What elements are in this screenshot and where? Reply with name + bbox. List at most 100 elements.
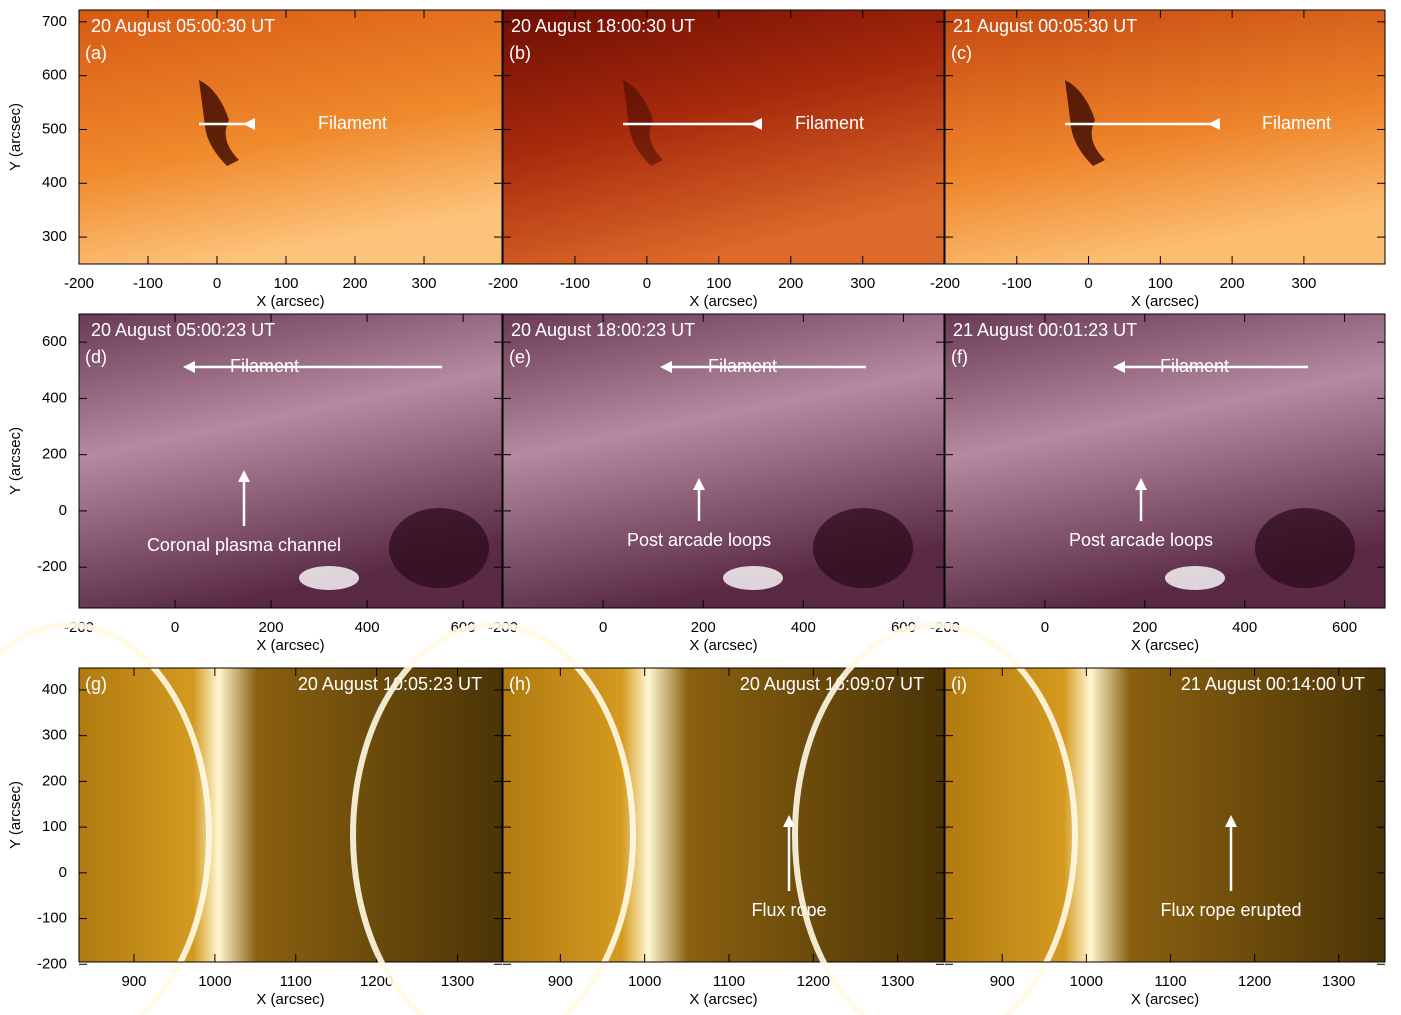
x-tick-label: 100 — [1148, 275, 1173, 292]
bright-region — [1165, 566, 1225, 590]
y-tick-label: -100 — [37, 910, 67, 927]
panel-label: (i) — [951, 674, 967, 694]
timestamp: 20 August 18:00:30 UT — [511, 16, 695, 36]
y-tick-label: 200 — [42, 446, 67, 463]
dark-region — [389, 508, 489, 588]
panel: 20 August 18:00:30 UT (b) Filament -200 -100… — [488, 10, 944, 310]
panel-image — [945, 10, 1385, 264]
panel: 20 August 05:00:23 UT (d) Filament Coronal … — [37, 314, 502, 654]
annotation: Post arcade loops — [1069, 530, 1213, 550]
panel-label: (b) — [509, 43, 531, 63]
x-tick-label: 300 — [850, 275, 875, 292]
x-axis-label: X (arcsec) — [1131, 637, 1199, 654]
x-tick-label: -100 — [133, 275, 163, 292]
annotation: Filament — [1262, 113, 1331, 133]
panel-image — [503, 10, 944, 264]
y-tick-label: 400 — [42, 681, 67, 698]
x-tick-label: 200 — [1132, 619, 1157, 636]
timestamp: 20 August 05:00:23 UT — [91, 320, 275, 340]
panel-image — [79, 10, 502, 264]
panel-label: (d) — [85, 347, 107, 367]
x-tick-label: 1000 — [628, 973, 661, 990]
x-tick-label: 1200 — [797, 973, 830, 990]
x-tick-label: -200 — [488, 275, 518, 292]
x-tick-label: 400 — [791, 619, 816, 636]
x-tick-label: 0 — [1041, 619, 1049, 636]
annotation: Coronal plasma channel — [147, 535, 341, 555]
x-tick-label: -100 — [1002, 275, 1032, 292]
panel-label: (a) — [85, 43, 107, 63]
annotation: Filament — [708, 356, 777, 376]
x-tick-label: 1100 — [713, 973, 745, 990]
annotation: Post arcade loops — [627, 530, 771, 550]
panel-image — [503, 668, 944, 962]
x-tick-label: 900 — [990, 973, 1015, 990]
panel-image — [79, 668, 502, 962]
timestamp: 21 August 00:01:23 UT — [953, 320, 1137, 340]
x-axis-label: X (arcsec) — [256, 991, 324, 1008]
x-tick-label: 1300 — [881, 973, 914, 990]
panel-label: (e) — [509, 347, 531, 367]
y-axis-label: Y (arcsec) — [7, 427, 24, 495]
x-axis-label: X (arcsec) — [689, 293, 757, 310]
x-tick-label: 1100 — [1154, 973, 1186, 990]
x-tick-label: 200 — [343, 275, 368, 292]
panel: 20 August 05:00:30 UT(a)Filament-200-100… — [42, 10, 502, 310]
x-tick-label: 200 — [1220, 275, 1245, 292]
x-axis-label: X (arcsec) — [256, 637, 324, 654]
bright-region — [299, 566, 359, 590]
x-tick-label: 1000 — [1070, 973, 1103, 990]
dark-region — [1255, 508, 1355, 588]
y-tick-label: 0 — [59, 502, 67, 519]
x-axis-label: X (arcsec) — [256, 293, 324, 310]
panel-label: (f) — [951, 347, 968, 367]
timestamp: 20 August 05:00:30 UT — [91, 16, 275, 36]
panel: 21 August 00:01:23 UT(f)FilamentPost arc… — [930, 314, 1385, 654]
panel-label: (c) — [951, 43, 972, 63]
y-tick-label: 200 — [42, 772, 67, 789]
x-tick-label: -100 — [560, 275, 590, 292]
y-tick-label: 300 — [42, 727, 67, 744]
x-tick-label: 200 — [691, 619, 716, 636]
x-tick-label: 400 — [1232, 619, 1257, 636]
annotation: Filament — [230, 356, 299, 376]
x-tick-label: 900 — [548, 973, 573, 990]
x-tick-label: 1000 — [198, 973, 231, 990]
annotation: Filament — [795, 113, 864, 133]
x-tick-label: -200 — [930, 275, 960, 292]
annotation: Filament — [318, 113, 387, 133]
x-tick-label: 300 — [412, 275, 437, 292]
timestamp: 21 August 00:05:30 UT — [953, 16, 1137, 36]
x-tick-label: 0 — [643, 275, 651, 292]
x-tick-label: 0 — [213, 275, 221, 292]
x-tick-label: 1300 — [441, 973, 474, 990]
y-tick-label: 0 — [59, 864, 67, 881]
y-tick-label: 400 — [42, 389, 67, 406]
y-tick-label: 400 — [42, 174, 67, 191]
panel-label: (h) — [509, 674, 531, 694]
y-tick-label: 600 — [42, 333, 67, 350]
x-tick-label: 400 — [355, 619, 380, 636]
y-tick-label: 300 — [42, 228, 67, 245]
x-tick-label: 200 — [259, 619, 284, 636]
x-axis-label: X (arcsec) — [1131, 991, 1199, 1008]
x-axis-label: X (arcsec) — [689, 991, 757, 1008]
bright-region — [723, 566, 783, 590]
x-tick-label: 900 — [121, 973, 146, 990]
x-tick-label: 0 — [1084, 275, 1092, 292]
x-axis-label: X (arcsec) — [689, 637, 757, 654]
x-tick-label: 0 — [171, 619, 179, 636]
x-tick-label: 200 — [778, 275, 803, 292]
figure: 20 August 05:00:30 UT (a) Filament -200 -100… — [0, 0, 1401, 1015]
panel: 20 August 10:05:23 UT(g)9001000110012001… — [0, 625, 502, 1015]
annotation: Flux rope — [751, 900, 826, 920]
y-axis-label: Y (arcsec) — [7, 781, 24, 849]
annotation: Flux rope erupted — [1160, 900, 1301, 920]
y-tick-label: -200 — [37, 558, 67, 575]
panel: 21 August 00:05:30 UT (c) Filament -200 -100… — [930, 10, 1385, 310]
dark-region — [813, 508, 913, 588]
y-tick-label: -200 — [37, 955, 67, 972]
x-tick-label: 100 — [706, 275, 731, 292]
y-axis-label: Y (arcsec) — [7, 103, 24, 171]
